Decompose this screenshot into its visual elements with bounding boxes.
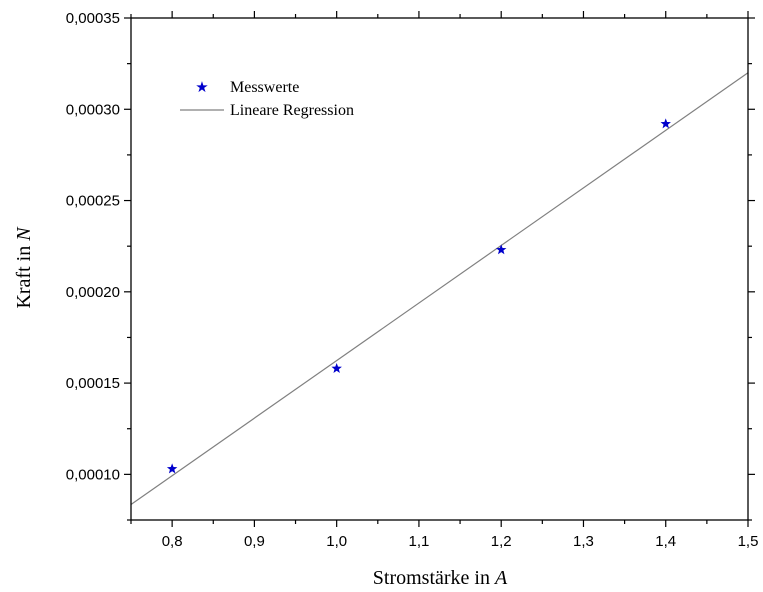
legend-star-icon: ★ <box>195 78 208 96</box>
x-tick-label: 1,3 <box>573 533 594 550</box>
legend: ★ Messwerte Lineare Regression <box>180 78 354 119</box>
axis-ticks <box>124 11 755 527</box>
y-tick-label: 0,00030 <box>66 101 120 118</box>
y-tick-label: 0,00035 <box>66 10 120 27</box>
x-tick-label: 1,1 <box>409 533 430 550</box>
y-tick-label: 0,00025 <box>66 193 120 210</box>
data-point-star <box>495 244 507 255</box>
y-axis-title: Kraft in N <box>13 226 35 309</box>
legend-label-messwerte: Messwerte <box>230 79 299 96</box>
y-tick-label: 0,00020 <box>66 284 120 301</box>
x-tick-labels: 0,8 0,9 1,0 1,1 1,2 1,3 1,4 1,5 <box>162 533 759 550</box>
y-tick-labels: 0,00010 0,00015 0,00020 0,00025 0,00030 0,000… <box>66 10 120 483</box>
data-point-star <box>166 463 178 474</box>
x-tick-label: 1,5 <box>738 533 759 550</box>
legend-label-regression: Lineare Regression <box>230 102 354 119</box>
data-point-star <box>660 118 671 129</box>
x-tick-label: 0,9 <box>244 533 265 550</box>
x-tick-label: 0,8 <box>162 533 183 550</box>
x-tick-label: 1,0 <box>326 533 347 550</box>
x-tick-label: 1,4 <box>655 533 676 550</box>
data-points <box>166 118 671 474</box>
x-tick-label: 1,2 <box>491 533 512 550</box>
x-axis-title: Stromstärke in A <box>373 567 508 589</box>
plot-frame <box>130 17 749 521</box>
y-tick-label: 0,00010 <box>66 466 120 483</box>
y-tick-label: 0,00015 <box>66 375 120 392</box>
regression-line <box>130 72 749 505</box>
data-point-star <box>331 362 342 373</box>
